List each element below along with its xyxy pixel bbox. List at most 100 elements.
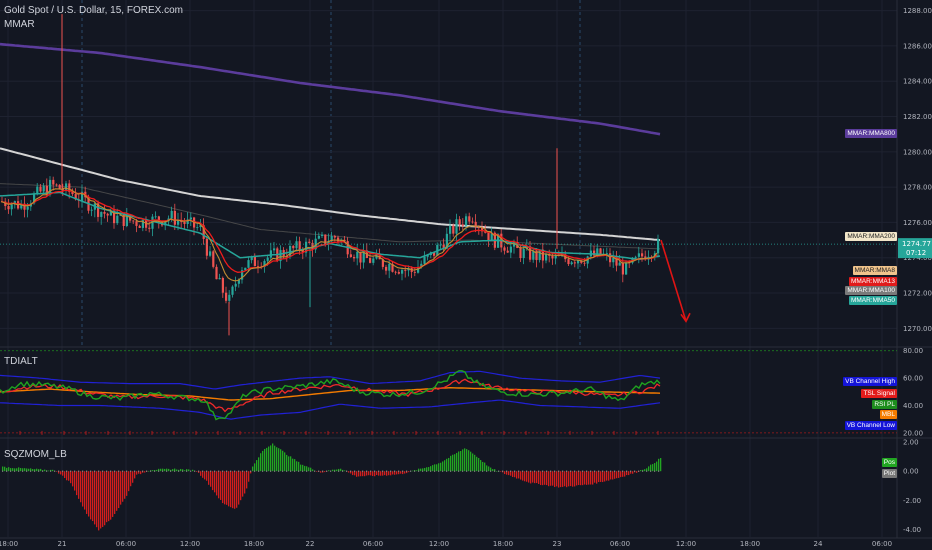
squeeze-dot [22,470,24,472]
squeeze-dot [102,470,104,472]
squeeze-bar [596,471,598,484]
squeeze-bar [576,471,578,486]
squeeze-dot [390,470,392,472]
squeeze-dot [650,470,652,472]
candle-body [372,258,375,263]
candle-body [529,246,532,260]
squeeze-bar [48,470,50,472]
squeeze-dot [194,470,196,472]
squeeze-bar [92,471,94,522]
squeeze-bar [140,471,142,475]
candle-body [401,270,404,274]
squeeze-bar [256,460,258,472]
candle-body [583,262,586,264]
squeeze-bar [52,469,54,472]
squeeze-bar [622,471,624,477]
squeeze-dot [474,470,476,472]
squeeze-bar [80,471,82,503]
squeeze-bar [266,447,268,472]
squeeze-bar [252,466,254,472]
squeeze-bar [376,471,378,475]
squeeze-bar [142,471,144,473]
squeeze-bar [400,471,402,474]
candle-body [484,231,487,233]
squeeze-bar [510,471,512,476]
candle-body [525,246,528,249]
candle-body [567,259,570,265]
squeeze-bar [446,458,448,472]
squeeze-bar [84,471,86,510]
candle-body [170,210,173,219]
sqz-indicator-label[interactable]: SQZMOM_LB [4,449,67,460]
squeeze-dot [438,470,440,472]
squeeze-dot [74,470,76,472]
squeeze-dot [402,470,404,472]
candle-body [241,270,244,280]
squeeze-bar [116,471,118,511]
squeeze-bar [416,470,418,472]
candle-body [385,266,388,271]
squeeze-dot [226,470,228,472]
candle-body [58,184,61,190]
time-axis-label: 18:00 [740,540,760,548]
squeeze-bar [380,471,382,476]
squeeze-bar [90,471,92,520]
price-axis-label: 1272.00 [903,290,932,298]
candle-body [97,203,100,217]
squeeze-dot [262,470,264,472]
squeeze-dot [126,470,128,472]
squeeze-dot [658,470,660,472]
tdi-indicator-label[interactable]: TDIALT [4,356,38,367]
vb-high-tag: VB Channel High [843,377,897,386]
squeeze-dot [302,470,304,472]
squeeze-bar [418,468,420,472]
tdi-axis-label: 80.00 [903,347,923,355]
squeeze-bar [356,471,358,477]
squeeze-bar [492,469,494,472]
mmar-indicator-label[interactable]: MMAR [4,19,35,30]
squeeze-bar [502,471,504,473]
squeeze-bar [328,470,330,472]
squeeze-dot [266,470,268,472]
vb-channel-high-line [0,370,661,390]
squeeze-bar [624,471,626,477]
squeeze-bar [240,471,242,501]
squeeze-dot [358,470,360,472]
squeeze-bar [660,458,662,472]
candle-body [330,236,333,242]
candle-body [244,267,247,271]
candle-body [116,215,119,224]
squeeze-dot [538,470,540,472]
squeeze-dot [550,470,552,472]
squeeze-bar [432,465,434,472]
candle-body [522,248,525,259]
time-axis-label: 18:00 [0,540,18,548]
squeeze-bar [128,471,130,492]
candle-body [199,225,202,228]
squeeze-dot [198,470,200,472]
squeeze-bar [298,461,300,472]
candle-body [596,248,599,256]
squeeze-bar [86,471,88,514]
squeeze-bar [134,471,136,479]
squeeze-bar [458,451,460,472]
squeeze-bar [464,448,466,472]
squeeze-dot [138,470,140,472]
squeeze-dot [82,470,84,472]
squeeze-bar [406,471,408,474]
squeeze-dot [254,470,256,472]
sqz-axis-label: -2.00 [903,497,921,505]
squeeze-dot [274,470,276,472]
squeeze-bar [350,471,352,474]
squeeze-dot [414,470,416,472]
price-axis-label: 1284.00 [903,78,932,86]
squeeze-dot [354,470,356,472]
squeeze-bar [296,461,298,472]
squeeze-bar [206,471,208,481]
candle-body [68,183,71,192]
candle-body [356,251,359,259]
squeeze-bar [102,471,104,527]
squeeze-bar [10,468,12,472]
squeeze-bar [100,471,102,529]
